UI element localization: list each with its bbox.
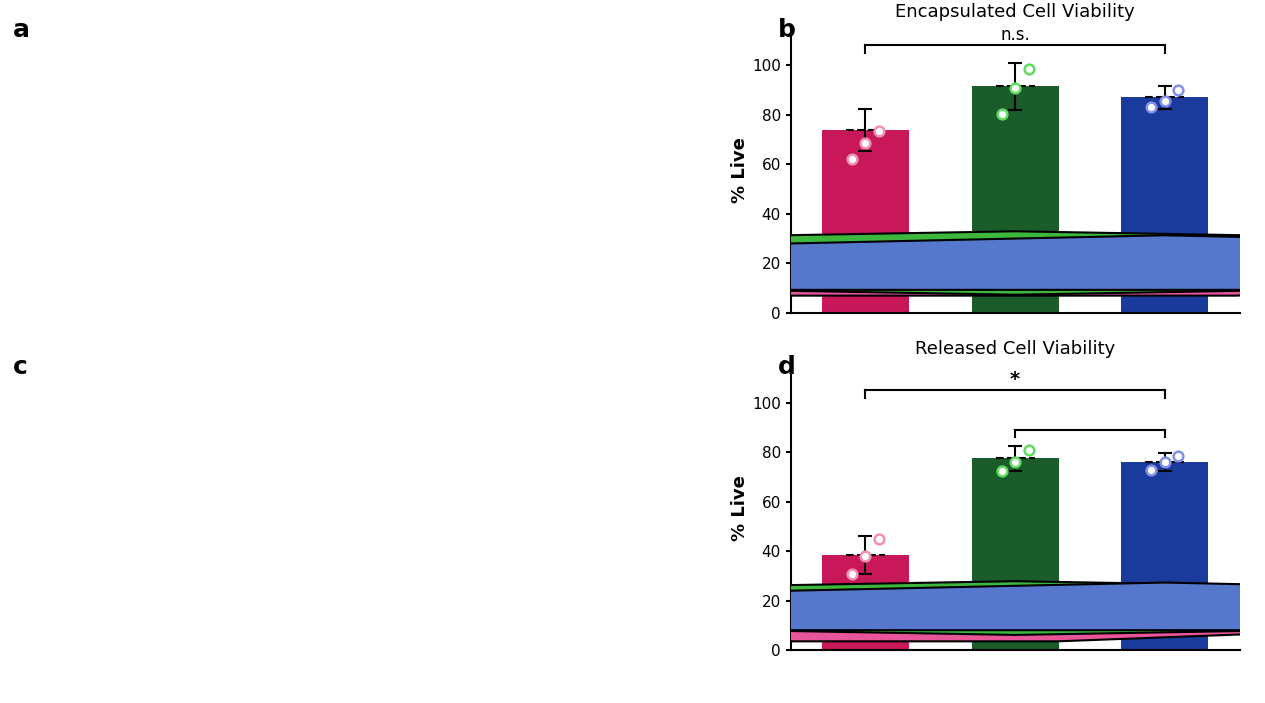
Bar [1122,98,1208,313]
Polygon shape [331,583,1265,630]
Bar [822,129,908,313]
Polygon shape [242,581,1265,635]
Text: a: a [13,18,29,41]
Y-axis label: % Live: % Live [731,138,749,203]
Bar [822,555,908,650]
Title: Encapsulated Cell Viability: Encapsulated Cell Viability [896,3,1135,21]
Text: n.s.: n.s. [1001,26,1030,44]
Text: d: d [778,355,796,379]
Polygon shape [101,231,1265,295]
Bar [1122,462,1208,650]
Bar [972,86,1059,313]
Polygon shape [211,236,1265,290]
Title: Released Cell Viability: Released Cell Viability [915,340,1116,359]
Text: c: c [13,355,28,379]
Polygon shape [433,616,1265,641]
Text: b: b [778,18,796,41]
Polygon shape [34,247,1265,296]
Bar [972,458,1059,650]
Text: *: * [1009,370,1021,389]
Y-axis label: % Live: % Live [731,475,749,541]
